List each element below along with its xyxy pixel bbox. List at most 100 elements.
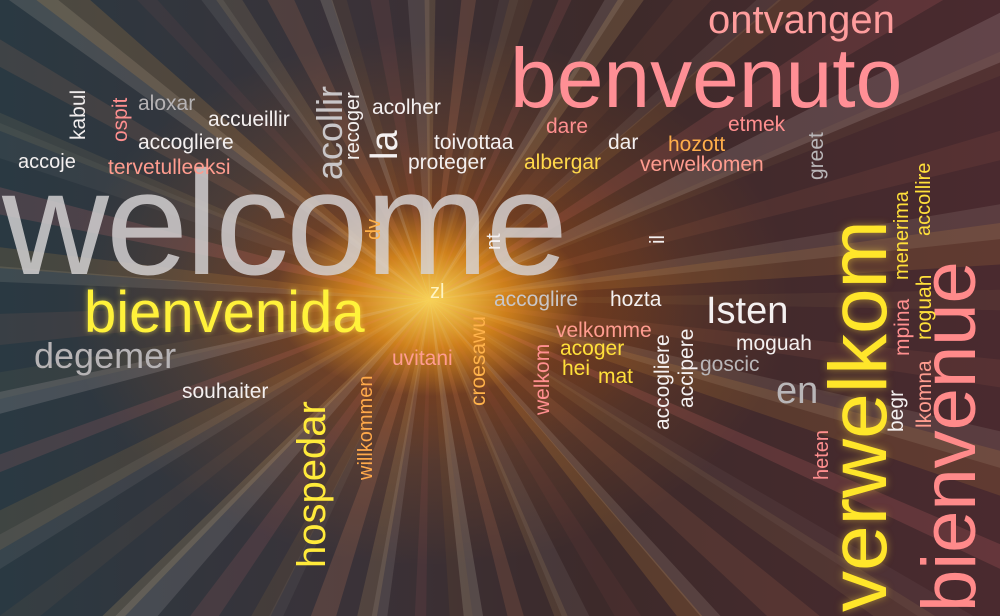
light-ray bbox=[430, 204, 1000, 300]
light-ray bbox=[0, 300, 430, 400]
word-accoglire: accoglire bbox=[494, 288, 579, 311]
light-ray bbox=[216, 0, 430, 300]
light-ray bbox=[310, 300, 430, 616]
light-ray bbox=[0, 266, 430, 300]
word-bienvenida: bienvenida bbox=[84, 280, 365, 345]
word-accogliere: accogliere bbox=[138, 131, 234, 154]
word-dv: dv bbox=[363, 218, 385, 240]
word-degemer: degemer bbox=[34, 335, 177, 376]
light-ray bbox=[331, 0, 430, 300]
light-ray bbox=[370, 0, 430, 300]
word-hozott: hozott bbox=[668, 133, 726, 156]
light-ray bbox=[0, 300, 430, 569]
light-ray bbox=[430, 0, 944, 300]
light-ray bbox=[0, 39, 430, 300]
light-ray bbox=[430, 51, 1000, 300]
light-ray bbox=[0, 300, 430, 414]
word-accoje: accoje bbox=[18, 151, 76, 173]
light-ray bbox=[0, 187, 430, 300]
word-aloxar: aloxar bbox=[138, 92, 196, 115]
light-ray bbox=[407, 0, 430, 300]
light-ray bbox=[430, 0, 712, 300]
light-ray bbox=[430, 289, 1000, 311]
word-mat: mat bbox=[598, 365, 634, 388]
light-ray bbox=[115, 300, 430, 616]
light-ray bbox=[430, 300, 1000, 468]
light-ray bbox=[371, 300, 430, 616]
word-accollire: accollire bbox=[913, 162, 935, 236]
light-ray bbox=[430, 300, 703, 616]
light-ray bbox=[430, 0, 625, 300]
light-ray bbox=[430, 300, 974, 616]
word-willkommen: willkommen bbox=[355, 375, 377, 480]
light-ray bbox=[430, 0, 519, 300]
light-ray bbox=[430, 12, 1000, 300]
word-tervetulleeksi: tervetulleeksi bbox=[108, 156, 231, 179]
light-ray bbox=[430, 300, 1000, 388]
word-greet: greet bbox=[805, 132, 828, 180]
light-ray bbox=[430, 0, 781, 300]
light-ray bbox=[0, 112, 430, 300]
word-isten: Isten bbox=[706, 290, 789, 332]
light-ray bbox=[251, 300, 430, 616]
light-ray bbox=[430, 0, 644, 300]
word-toivottaa: toivottaa bbox=[434, 131, 514, 154]
word-ospit: ospit bbox=[109, 97, 132, 142]
light-ray bbox=[102, 300, 430, 616]
word-begr: begr bbox=[885, 389, 908, 432]
word-roguah: roguah bbox=[913, 274, 936, 340]
light-ray bbox=[430, 300, 568, 616]
word-ontvangen: ontvangen bbox=[708, 0, 895, 42]
word-acolher: acolher bbox=[372, 96, 441, 119]
word-il: il bbox=[647, 235, 669, 244]
word-hozta: hozta bbox=[610, 288, 662, 311]
light-ray bbox=[267, 0, 430, 300]
light-ray bbox=[137, 0, 430, 300]
light-ray bbox=[430, 300, 1000, 569]
word-uvitani: uvitani bbox=[392, 347, 453, 370]
light-ray bbox=[430, 300, 820, 616]
light-ray bbox=[430, 300, 473, 616]
word-zl: zl bbox=[430, 281, 445, 303]
word-welcome: welcome bbox=[2, 141, 568, 306]
light-ray bbox=[190, 300, 430, 616]
light-ray bbox=[430, 0, 533, 300]
light-ray bbox=[320, 0, 430, 300]
word-etmek: etmek bbox=[728, 113, 786, 136]
light-ray bbox=[430, 300, 642, 616]
word-menerima: menerima bbox=[891, 191, 913, 280]
light-ray bbox=[430, 300, 936, 616]
light-ray bbox=[430, 300, 524, 616]
light-ray bbox=[0, 247, 430, 300]
light-ray bbox=[430, 223, 1000, 300]
word-velkomme: velkomme bbox=[556, 319, 652, 342]
word-benvenuto: benvenuto bbox=[510, 31, 903, 125]
word-heten: heten bbox=[811, 429, 833, 480]
word-accueillir: accueillir bbox=[208, 108, 290, 131]
light-ray bbox=[414, 300, 430, 616]
light-ray bbox=[36, 0, 430, 300]
light-ray bbox=[430, 130, 1000, 300]
word-albergar: albergar bbox=[524, 151, 602, 174]
light-ray bbox=[0, 122, 430, 300]
word-la: la bbox=[364, 130, 406, 160]
word-acoger: acoger bbox=[560, 337, 625, 360]
word-goscic: goscic bbox=[700, 353, 760, 376]
word-hei: hei bbox=[562, 357, 591, 380]
light-ray bbox=[430, 300, 721, 616]
word-nt: nt bbox=[483, 233, 505, 250]
word-welkom: welkom bbox=[531, 343, 554, 415]
word-proteger: proteger bbox=[408, 151, 487, 174]
word-en: en bbox=[776, 370, 819, 412]
word-mpina: mpina bbox=[891, 298, 914, 356]
light-ray bbox=[430, 300, 1000, 496]
word-croesawu: croesawu bbox=[467, 316, 490, 406]
light-ray bbox=[430, 300, 484, 616]
light-ray bbox=[0, 300, 430, 473]
light-ray bbox=[430, 0, 572, 300]
light-ray bbox=[357, 300, 430, 616]
light-ray bbox=[430, 0, 477, 300]
word-souhaiter: souhaiter bbox=[182, 380, 269, 403]
